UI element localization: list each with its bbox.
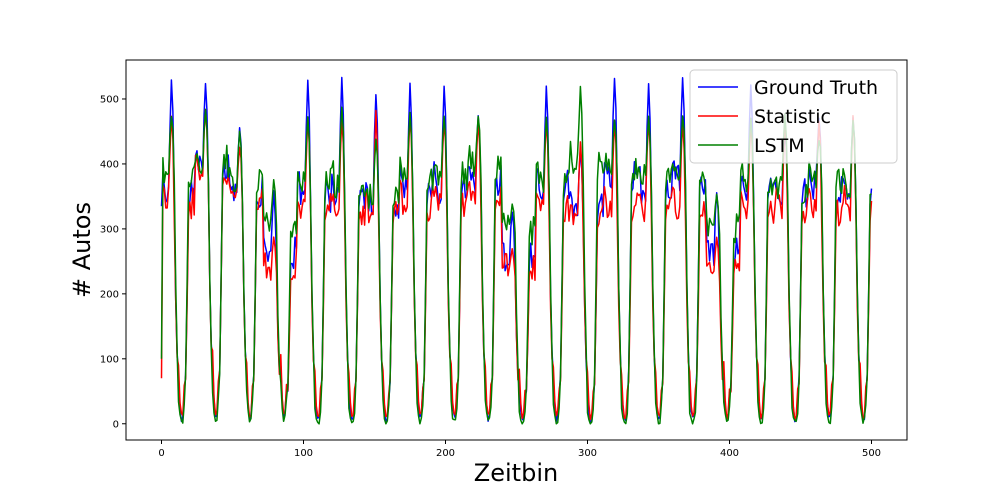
x-axis-label: Zeitbin — [474, 459, 558, 487]
y-axis-label: # Autos — [68, 202, 96, 298]
y-tick-label: 500 — [100, 94, 119, 105]
legend-label: Statistic — [754, 106, 831, 128]
series-layer — [160, 76, 873, 425]
legend-label: LSTM — [754, 135, 805, 157]
x-tick-label: 500 — [862, 448, 881, 459]
y-tick-label: 300 — [100, 224, 119, 235]
y-tick-label: 100 — [100, 354, 119, 365]
x-tick-label: 200 — [436, 448, 455, 459]
series-line-lstm — [160, 85, 872, 425]
legend: Ground Truth Statistic LSTM — [689, 69, 898, 164]
x-tick-label: 400 — [720, 448, 739, 459]
x-tick-label: 0 — [158, 448, 164, 459]
legend-label: Ground Truth — [754, 77, 878, 99]
x-tick-label: 100 — [294, 448, 313, 459]
x-axis-ticks: 0 100 200 300 400 500 — [158, 440, 881, 459]
legend-entries: Ground Truth Statistic LSTM — [698, 77, 878, 157]
x-tick-label: 300 — [578, 448, 597, 459]
y-tick-label: 200 — [100, 289, 119, 300]
y-tick-label: 400 — [100, 159, 119, 170]
plot-frame — [125, 59, 908, 441]
y-tick-label: 0 — [113, 419, 119, 430]
legend-box — [689, 69, 898, 164]
y-axis-ticks: 0 100 200 300 400 500 — [100, 94, 126, 430]
